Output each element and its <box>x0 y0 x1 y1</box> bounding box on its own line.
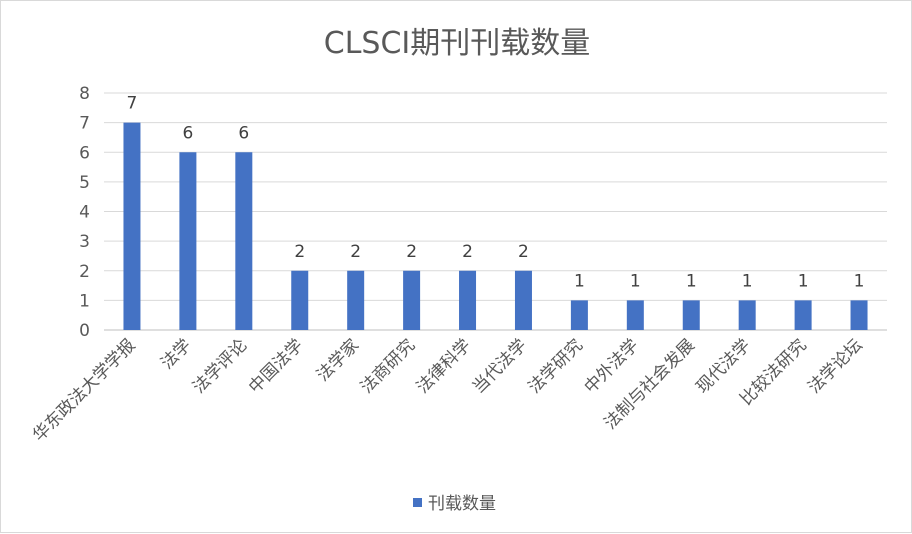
bar <box>123 122 141 330</box>
data-label: 6 <box>182 123 193 143</box>
y-tick-label: 4 <box>79 203 90 223</box>
bar <box>403 270 421 330</box>
x-tick-label: 法商研究 <box>357 335 419 397</box>
bar <box>179 152 197 330</box>
data-label: 1 <box>854 271 865 291</box>
y-tick-label: 0 <box>79 321 90 341</box>
data-label: 2 <box>406 242 417 262</box>
data-labels: 7 6 6 2 2 2 2 2 1 1 1 1 1 1 <box>127 94 865 292</box>
x-tick-label: 法学评论 <box>189 335 251 397</box>
data-label: 2 <box>294 242 305 262</box>
bar <box>850 300 868 330</box>
y-tick-label: 1 <box>79 291 90 311</box>
x-tick-label: 法学家 <box>313 335 363 385</box>
data-label: 2 <box>518 242 529 262</box>
legend-label: 刊载数量 <box>428 494 496 514</box>
data-label: 7 <box>127 94 138 114</box>
bars <box>123 122 868 330</box>
bar <box>794 300 812 330</box>
y-axis-ticks: 0 1 2 3 4 5 6 7 8 <box>79 84 90 341</box>
y-tick-label: 3 <box>79 232 90 252</box>
data-label: 6 <box>238 123 249 143</box>
legend-swatch <box>413 498 422 507</box>
legend: 刊载数量 <box>413 494 496 514</box>
bar <box>570 300 588 330</box>
bar <box>738 300 756 330</box>
data-label: 1 <box>574 271 585 291</box>
bar <box>459 270 477 330</box>
x-tick-label: 法学论坛 <box>804 335 866 397</box>
bar <box>291 270 309 330</box>
x-tick-label: 法学 <box>157 335 195 373</box>
y-tick-label: 5 <box>79 173 90 193</box>
data-label: 1 <box>798 271 809 291</box>
x-tick-label: 中国法学 <box>245 335 307 397</box>
x-tick-label: 当代法学 <box>469 335 531 397</box>
bar <box>514 270 532 330</box>
x-tick-label: 法学研究 <box>525 335 587 397</box>
data-label: 2 <box>350 242 361 262</box>
data-label: 1 <box>742 271 753 291</box>
gridlines <box>104 92 887 331</box>
data-label: 1 <box>630 271 641 291</box>
data-label: 2 <box>462 242 473 262</box>
chart-title: CLSCI期刊刊载数量 <box>324 26 591 61</box>
data-label: 1 <box>686 271 697 291</box>
y-tick-label: 2 <box>79 262 90 282</box>
y-tick-label: 8 <box>79 84 90 104</box>
x-tick-label: 华东政法大学学报 <box>29 335 139 445</box>
bar <box>235 152 253 330</box>
y-tick-label: 7 <box>79 114 90 134</box>
y-tick-label: 6 <box>79 143 90 163</box>
bar <box>347 270 365 330</box>
bar <box>626 300 644 330</box>
x-tick-label: 法律科学 <box>413 335 475 397</box>
bar <box>682 300 700 330</box>
